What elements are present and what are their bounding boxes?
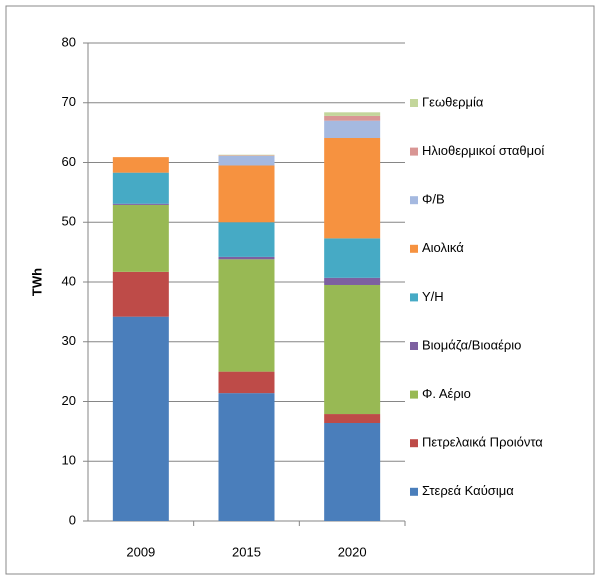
y-tick-label: 0 xyxy=(69,512,76,527)
bar-segment xyxy=(324,277,381,285)
legend-label: Ηλιοθερμικοί σταθμοί xyxy=(422,143,544,158)
y-tick-label: 10 xyxy=(62,453,76,468)
x-tick-label: 2009 xyxy=(126,544,155,559)
y-tick-label: 30 xyxy=(62,333,76,348)
legend-swatch xyxy=(410,196,418,205)
bar-segment xyxy=(324,423,381,521)
chart-frame xyxy=(5,5,595,575)
bar-segment xyxy=(324,112,381,116)
legend-swatch xyxy=(410,487,418,496)
bar-segment xyxy=(112,172,169,204)
legend-label: Φ/Β xyxy=(422,192,445,207)
bar-segment xyxy=(218,371,275,394)
legend-swatch xyxy=(410,244,418,253)
legend-swatch xyxy=(410,390,418,399)
legend-swatch xyxy=(410,439,418,448)
bar-segment xyxy=(218,259,275,372)
legend-label: Στερεά Καύσιμα xyxy=(422,483,514,498)
bar-segment xyxy=(218,154,275,156)
bar-segment xyxy=(324,115,381,121)
bar-segment xyxy=(218,155,275,166)
y-axis-label: TWh xyxy=(29,268,44,296)
legend-label: Γεωθερμία xyxy=(422,94,484,109)
bar-segment xyxy=(218,222,275,257)
bar-segment xyxy=(218,393,275,521)
legend-swatch xyxy=(410,147,418,156)
bar-segment xyxy=(324,238,381,278)
y-tick-label: 50 xyxy=(62,214,76,229)
legend-label: Αιολικά xyxy=(422,240,464,255)
y-tick-label: 60 xyxy=(62,154,76,169)
legend-label: Βιομάζα/Βιοαέριο xyxy=(422,337,521,352)
y-tick-label: 80 xyxy=(62,34,76,49)
legend-label: Πετρελαικά Προιόντα xyxy=(422,435,543,450)
bar-segment xyxy=(112,157,169,173)
bar-segment xyxy=(324,284,381,415)
bar-segment xyxy=(324,414,381,424)
x-tick-label: 2015 xyxy=(232,544,261,559)
legend-swatch xyxy=(410,293,418,302)
bar-segment xyxy=(218,165,275,223)
legend-label: Υ/Η xyxy=(422,289,444,304)
bar-segment xyxy=(218,155,275,156)
legend-label: Φ. Αέριο xyxy=(422,386,471,401)
bar-segment xyxy=(218,256,275,260)
bar-segment xyxy=(324,138,381,239)
legend-swatch xyxy=(410,99,418,107)
y-tick-label: 20 xyxy=(62,393,76,408)
bar-segment xyxy=(112,316,169,521)
bar-segment xyxy=(112,204,169,272)
bar-segment xyxy=(112,271,169,317)
bar-segment xyxy=(324,120,381,139)
legend-swatch xyxy=(410,342,418,350)
x-tick-label: 2020 xyxy=(338,544,367,559)
bar-segment xyxy=(112,203,169,205)
y-tick-label: 70 xyxy=(62,94,76,109)
y-tick-label: 40 xyxy=(62,273,76,288)
